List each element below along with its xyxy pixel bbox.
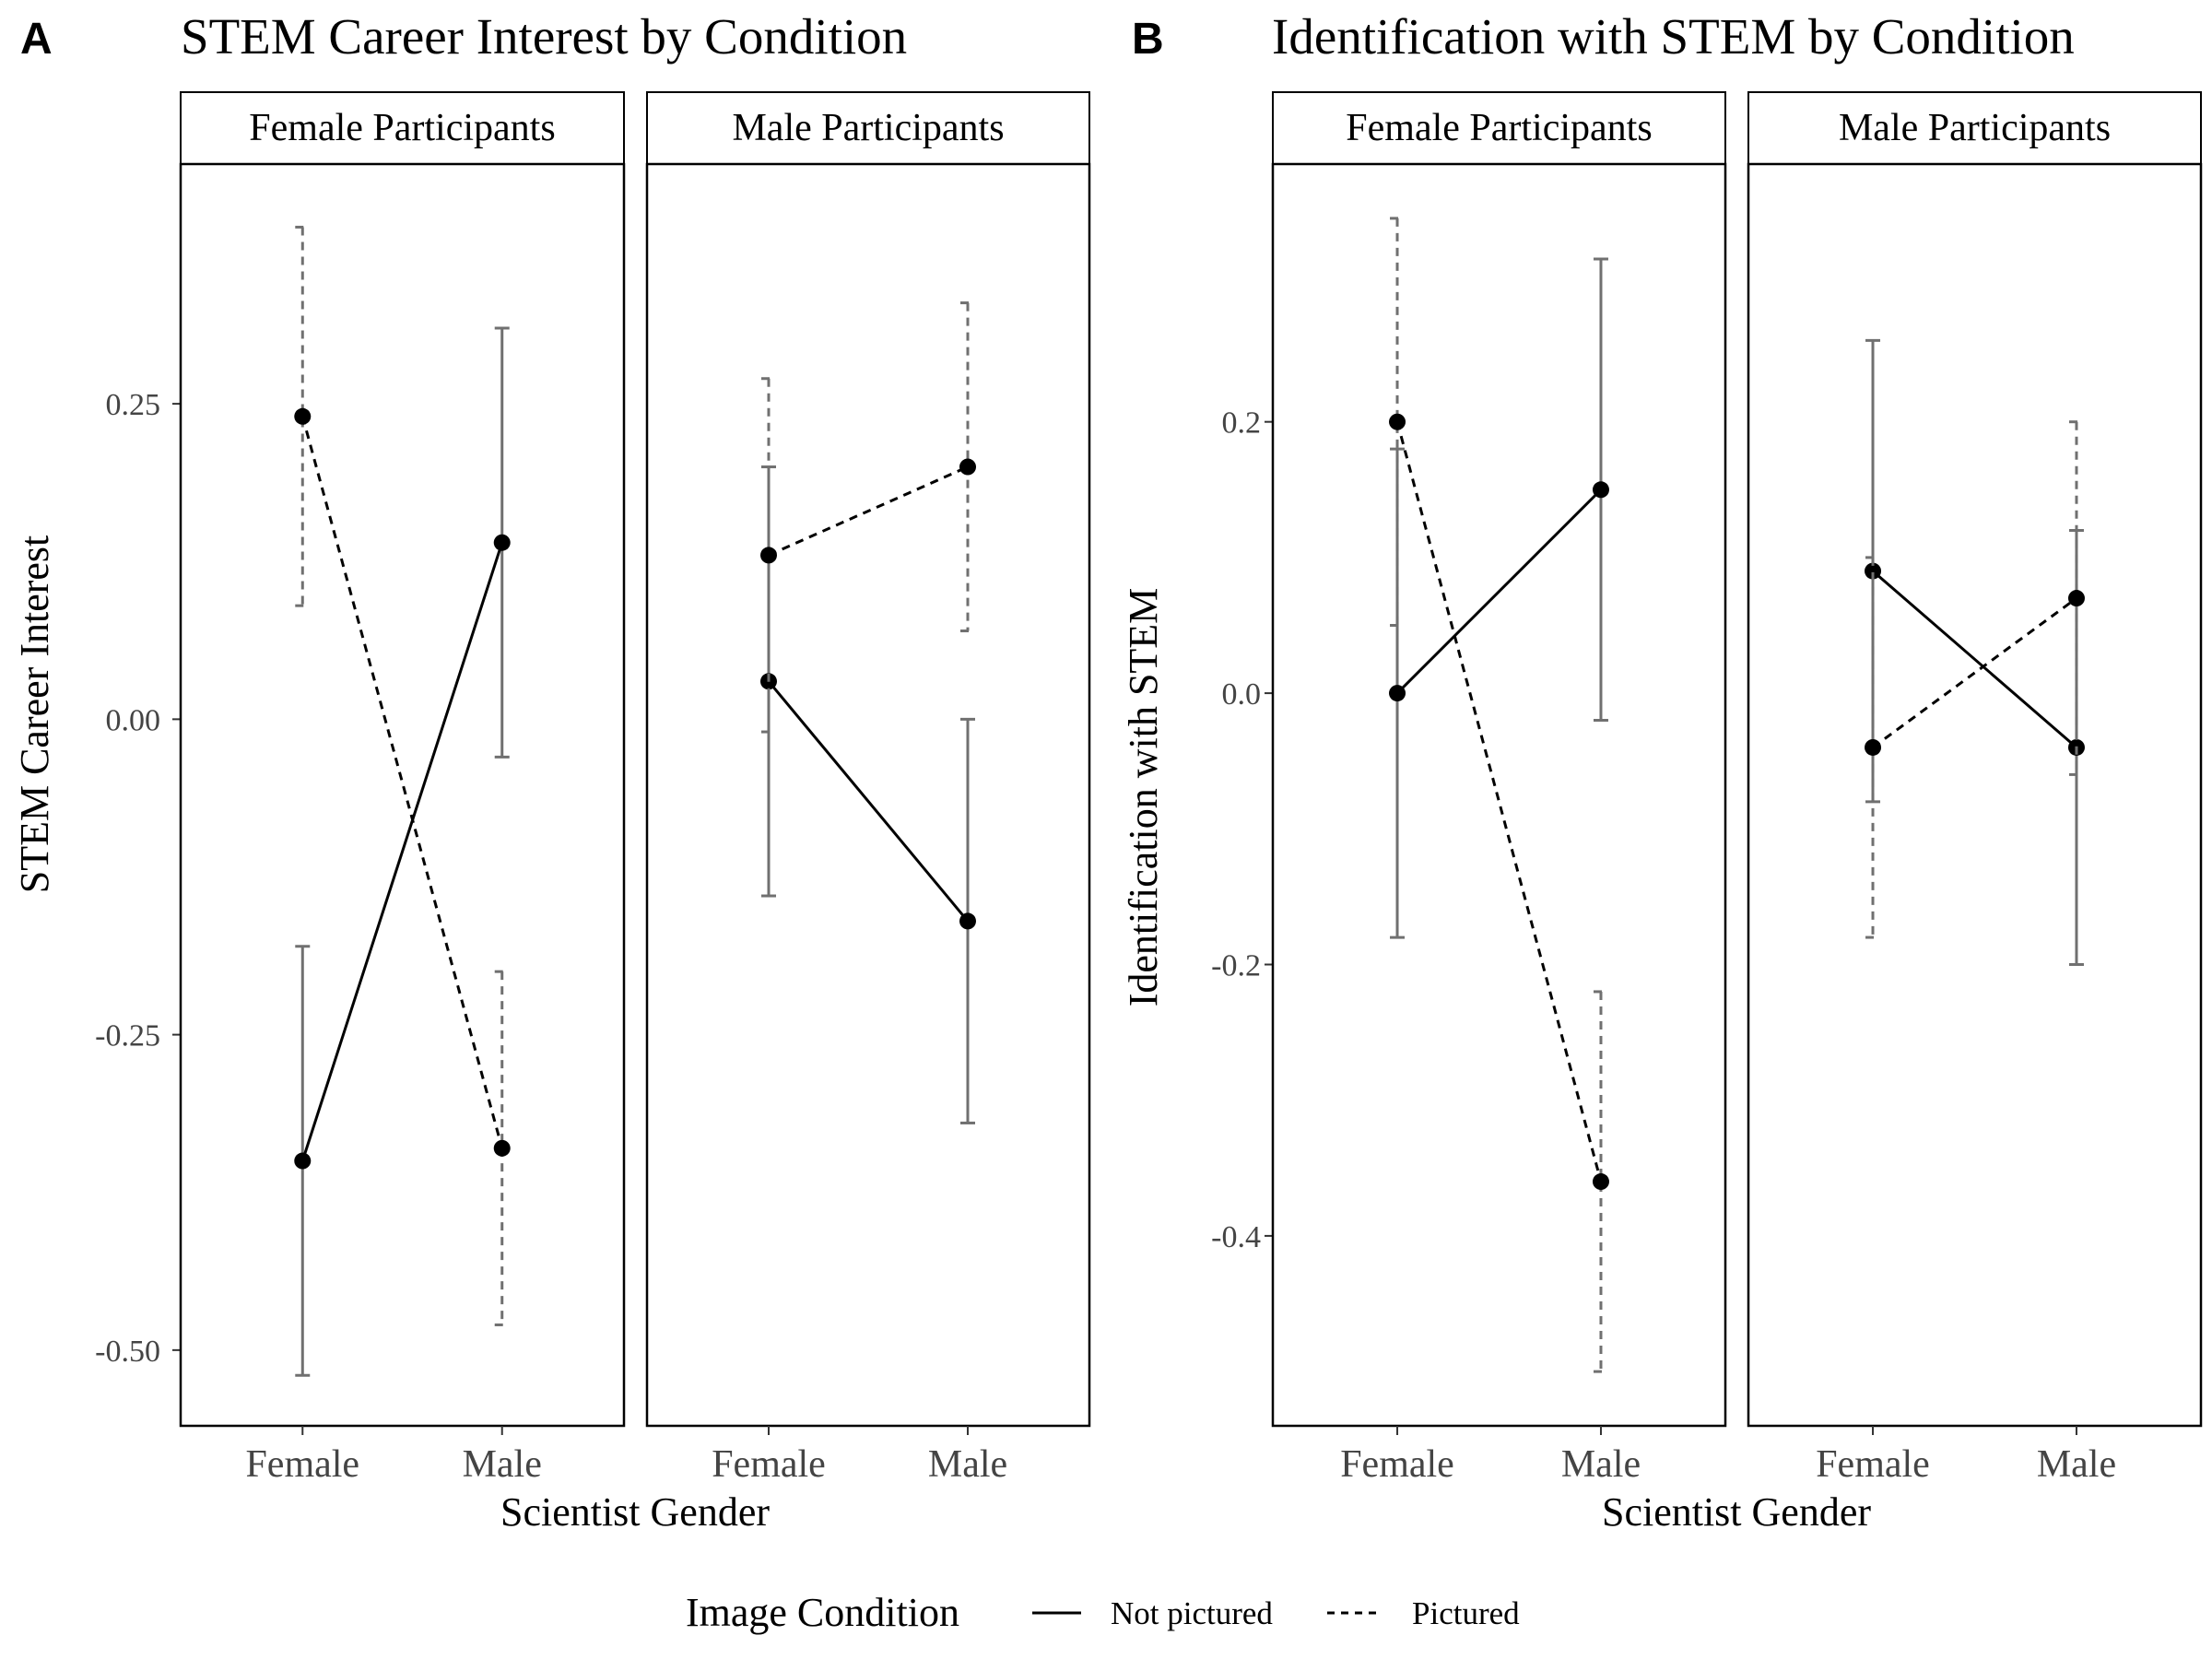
chart-b-facet-male-participants-series-pictured-line — [1872, 596, 2077, 749]
chart-b-facet-male-participants-strip-label: Male Participants — [1839, 107, 2111, 149]
chart-a-facet-male-participants-series-pictured-line — [768, 465, 969, 557]
legend-label-pictured: Pictured — [1412, 1595, 1520, 1631]
chart-a: A STEM Career Interest by Condition STEM… — [12, 8, 1091, 1535]
chart-b-facet-female-participants-series-pictured-line — [1395, 421, 1603, 1182]
chart-b-facet-female-participants-series-pictured-point — [1389, 413, 1406, 430]
chart-a-facet-female-participants-series-not-pictured-line — [300, 542, 504, 1161]
chart-b-facet-male-participants-panel-border — [1747, 162, 2203, 1428]
chart-b-facet-female-participants-series-not-pictured-point — [1592, 481, 1609, 499]
chart-a-facet-female-participants-strip — [180, 91, 625, 165]
chart-b: B Identification with STEM by Condition … — [1121, 8, 2203, 1535]
chart-b-y-tick-label: -0.2 — [1211, 949, 1261, 983]
chart-a-x-axis-label: Scientist Gender — [500, 1489, 770, 1535]
chart-b-x-axis-label: Scientist Gender — [1602, 1489, 1871, 1535]
chart-a-y-tick-label: -0.25 — [95, 1019, 160, 1053]
chart-a-facet-female-participants-series-pictured-point — [493, 1139, 511, 1157]
chart-b-facet-male-participants-series-pictured-point — [1865, 738, 1882, 756]
chart-b-title: Identification with STEM by Condition — [1272, 8, 2075, 65]
chart-a-y-axis-label: STEM Career Interest — [12, 535, 57, 894]
chart-a-facet-male-participants-series-pictured-point — [959, 458, 976, 476]
chart-a-facet-female-participants-series-not-pictured-point — [294, 1152, 312, 1170]
chart-a-facet-female-participants-series-pictured-point — [294, 407, 312, 425]
chart-a-facet-female-participants-panel-border — [179, 162, 626, 1428]
legend-label-not-pictured: Not pictured — [1111, 1595, 1273, 1631]
chart-b-y-axis-label: Identification with STEM — [1121, 588, 1166, 1007]
legend-title: Image Condition — [686, 1590, 959, 1635]
chart-a-facet-female-participants-series-not-pictured-point — [493, 534, 511, 551]
chart-a-facet-male-participants-strip-label: Male Participants — [732, 107, 1004, 149]
chart-a-y-tick-label: 0.25 — [106, 388, 161, 422]
chart-b-facet-male-participants-series-pictured-point — [2067, 590, 2085, 607]
panel-letter-b: B — [1132, 15, 1164, 64]
chart-b-facet-male-participants-strip — [1747, 91, 2202, 165]
chart-a-facet-male-participants-series-not-pictured-line — [767, 680, 970, 923]
chart-b-plot: -0.4 -0.2 0.0 0.2 Female Participants Female M… — [1211, 91, 2203, 1486]
chart-a-facet-male-participants-strip — [646, 91, 1090, 165]
chart-a-facet-male-participants-series-pictured-point — [760, 547, 777, 564]
chart-b-facet-female-participants-series-pictured-point — [1592, 1173, 1609, 1191]
chart-a-facet-female-participants-series-pictured-line — [300, 416, 504, 1149]
chart-b-facet-male-participants-x-tick-label: Female — [1816, 1443, 1930, 1486]
chart-a-facet-male-participants-x-tick-label: Female — [712, 1443, 826, 1486]
legend: Image Condition Not pictured Pictured — [686, 1590, 1520, 1635]
chart-b-facet-male-participants-x-tick-label: Male — [2037, 1443, 2116, 1486]
chart-a-title: STEM Career Interest by Condition — [181, 8, 907, 65]
chart-a-facet-male-participants-x-tick-label: Male — [928, 1443, 1007, 1486]
chart-b-facet-female-participants-strip — [1272, 91, 1726, 165]
chart-a-facet-female-participants-strip-label: Female Participants — [249, 107, 555, 149]
chart-b-y-tick-label: -0.4 — [1211, 1220, 1261, 1254]
panel-letter-a: A — [20, 15, 53, 64]
chart-a-facet-female-participants-x-tick-label: Male — [463, 1443, 542, 1486]
chart-a-facet-female-participants-x-tick-label: Female — [245, 1443, 359, 1486]
chart-b-facet-female-participants-panel-border — [1271, 162, 1727, 1428]
chart-a-facet-male-participants-series-not-pictured-point — [959, 912, 976, 930]
chart-a-facet-male-participants-panel-border — [645, 162, 1091, 1428]
chart-b-facet-female-participants-x-tick-label: Female — [1340, 1443, 1454, 1486]
chart-a-y-tick-label: 0.00 — [106, 703, 161, 737]
chart-b-facet-male-participants-series-not-pictured-line — [1872, 570, 2077, 749]
chart-a-plot: -0.50 -0.25 0.00 0.25 Female Participants Fem… — [95, 91, 1091, 1486]
chart-b-facet-male-participants-series-not-pictured-point — [1865, 562, 1882, 580]
chart-b-facet-female-participants-series-not-pictured-point — [1389, 685, 1406, 702]
chart-b-facet-female-participants-strip-label: Female Participants — [1346, 107, 1652, 149]
chart-b-y-tick-label: 0.2 — [1222, 406, 1262, 441]
chart-a-y-tick-label: -0.50 — [95, 1335, 160, 1369]
chart-b-facet-female-participants-series-not-pictured-line — [1395, 488, 1603, 695]
chart-b-y-tick-label: 0.0 — [1222, 677, 1262, 712]
chart-b-facet-female-participants-x-tick-label: Male — [1561, 1443, 1641, 1486]
